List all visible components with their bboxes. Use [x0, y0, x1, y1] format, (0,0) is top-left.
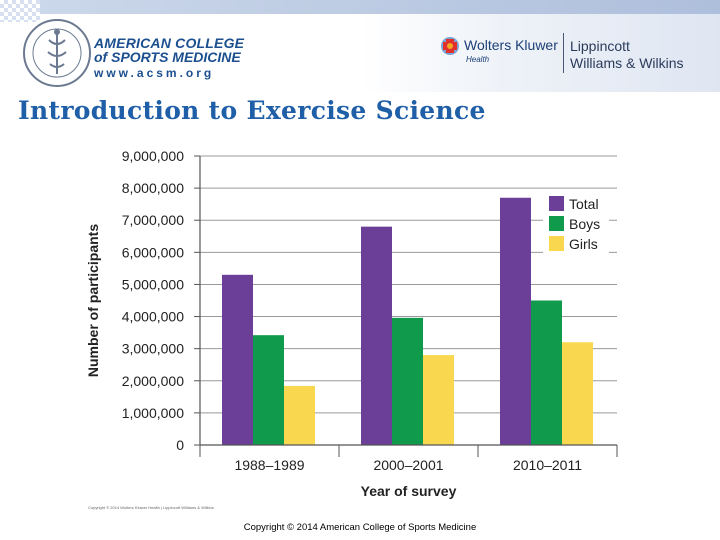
x-category-label: 1988–1989: [234, 457, 304, 473]
copyright-footer: Copyright © 2014 American College of Spo…: [243, 522, 477, 533]
bar-boys: [253, 335, 284, 445]
y-tick-label: 6,000,000: [122, 244, 184, 260]
y-tick-label: 4,000,000: [122, 309, 184, 325]
y-tick-label: 9,000,000: [122, 148, 184, 164]
legend-swatch-total: [549, 196, 564, 211]
y-tick-label: 8,000,000: [122, 180, 184, 196]
y-tick-label: 7,000,000: [122, 212, 184, 228]
bar-total: [222, 274, 253, 445]
header-band: [0, 0, 720, 92]
header-checker-pattern: [0, 0, 40, 22]
bar-girls: [284, 385, 315, 445]
header-stripe: [40, 0, 720, 14]
acsm-seal-logo: [23, 19, 91, 87]
x-axis-title: Year of survey: [361, 483, 457, 499]
publisher-health: Health: [466, 55, 490, 64]
legend-label-total: Total: [569, 196, 599, 212]
acsm-url: www.acsm.org: [94, 66, 215, 80]
imprint-name: Lippincott Williams & Wilkins: [570, 38, 684, 72]
bar-total: [500, 197, 531, 445]
bar-girls: [423, 355, 454, 445]
legend-label-girls: Girls: [569, 236, 598, 252]
figure-credit: Copyright © 2014 Wolters Kluwer Health |…: [88, 505, 214, 510]
acsm-name-line2: of SPORTS MEDICINE: [94, 49, 241, 65]
bar-layer: [222, 197, 593, 445]
x-category-label: 2010–2011: [513, 457, 582, 473]
acsm-wordmark: AMERICAN COLLEGE of SPORTS MEDICINE www.…: [94, 36, 244, 80]
x-category-label: 2000–2001: [373, 457, 443, 473]
wolters-kluwer-logo-icon: [441, 37, 459, 55]
y-tick-label: 1,000,000: [122, 405, 184, 421]
imprint-line1: Lippincott: [570, 38, 630, 54]
legend-swatch-boys: [549, 216, 564, 231]
acsm-name-line1: AMERICAN COLLEGE: [94, 35, 245, 51]
legend-label-boys: Boys: [569, 216, 600, 232]
imprint-line2: Williams & Wilkins: [570, 55, 684, 71]
legend-swatch-girls: [549, 236, 564, 251]
y-tick-label: 5,000,000: [122, 276, 184, 292]
publisher-divider: [563, 33, 564, 73]
axis-layer: 0 1,000,000 2,000,000 3,000,000 4,000,000 5,0…: [85, 148, 618, 499]
slide-title: Introduction to Exercise Science: [18, 96, 486, 125]
bar-girls: [562, 342, 593, 445]
y-axis-title: Number of participants: [85, 224, 101, 377]
y-tick-label: 0: [176, 437, 184, 453]
publisher-name: Wolters Kluwer: [464, 37, 558, 53]
bar-boys: [531, 300, 562, 445]
y-tick-label: 2,000,000: [122, 373, 184, 389]
bar-total: [361, 226, 392, 445]
y-tick-label: 3,000,000: [122, 341, 184, 357]
legend-layer: Total Boys Girls: [543, 191, 609, 257]
bar-boys: [392, 317, 423, 445]
